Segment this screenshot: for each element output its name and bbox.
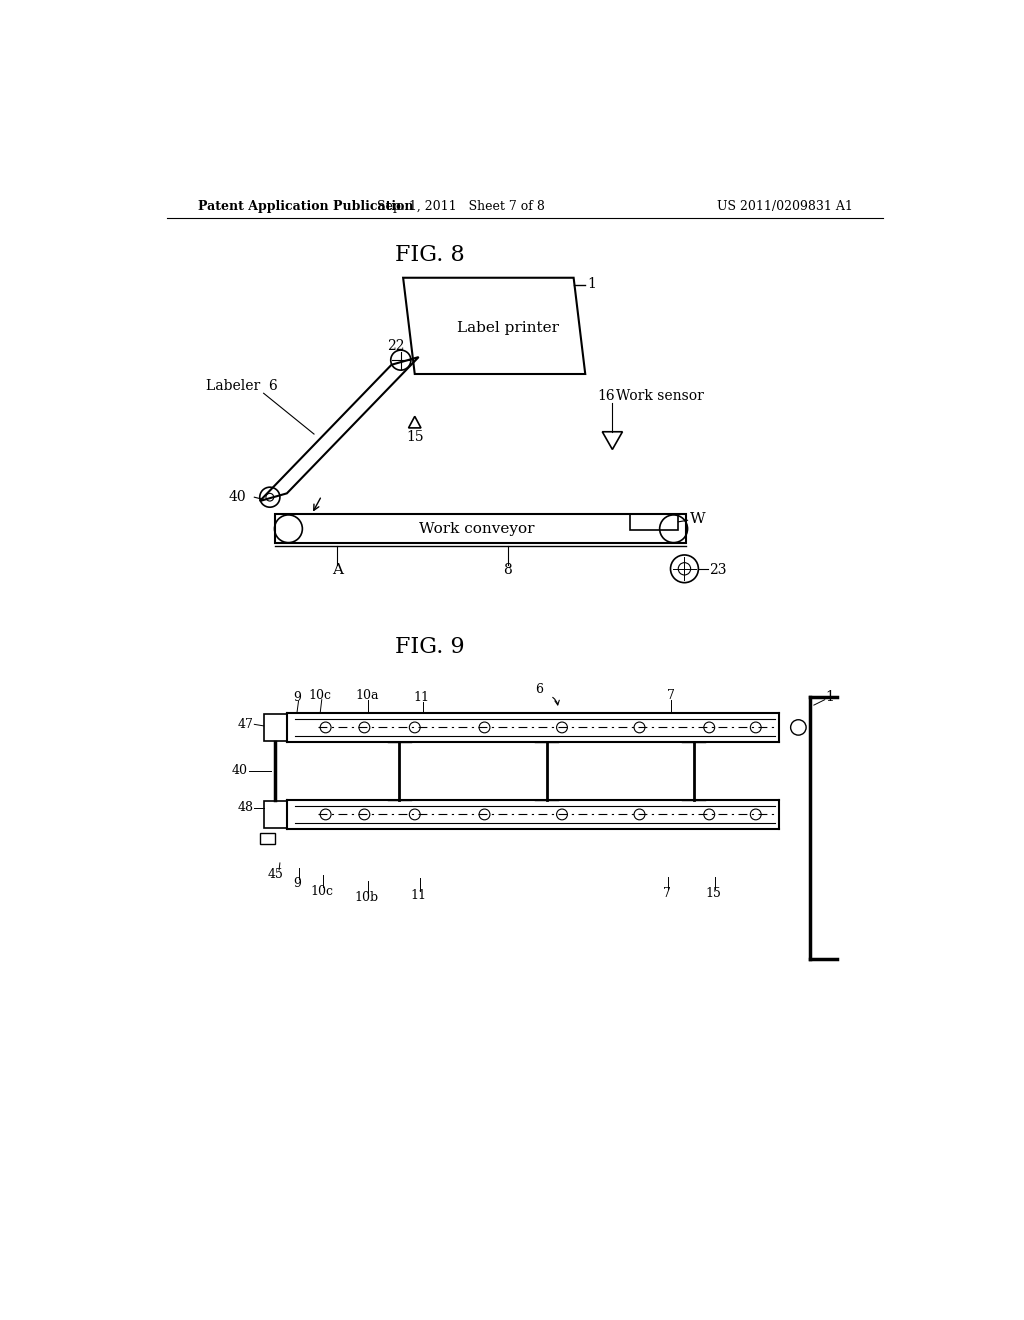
- Text: 22: 22: [387, 338, 404, 352]
- Text: 1: 1: [588, 277, 596, 290]
- Text: 11: 11: [411, 888, 427, 902]
- Text: W: W: [690, 512, 706, 525]
- Text: Label printer: Label printer: [457, 321, 559, 335]
- Text: Labeler  6: Labeler 6: [206, 379, 278, 392]
- Text: 23: 23: [710, 564, 727, 577]
- Text: Patent Application Publication: Patent Application Publication: [198, 199, 414, 213]
- Text: 15: 15: [406, 430, 424, 444]
- Text: 40: 40: [228, 490, 247, 504]
- Text: FIG. 9: FIG. 9: [395, 636, 465, 659]
- Text: 7: 7: [667, 689, 675, 702]
- Text: 10b: 10b: [354, 891, 379, 904]
- Text: Work conveyor: Work conveyor: [419, 521, 535, 536]
- Text: 40: 40: [232, 764, 248, 777]
- Text: FIG. 8: FIG. 8: [395, 244, 465, 265]
- Text: 11: 11: [413, 690, 429, 704]
- Text: 48: 48: [238, 801, 254, 814]
- Text: Work sensor: Work sensor: [616, 388, 705, 403]
- Text: US 2011/0209831 A1: US 2011/0209831 A1: [717, 199, 853, 213]
- Text: 47: 47: [238, 718, 254, 731]
- Text: 6: 6: [535, 684, 543, 696]
- Text: 8: 8: [504, 564, 512, 577]
- Text: 7: 7: [663, 887, 671, 900]
- Text: Sep. 1, 2011   Sheet 7 of 8: Sep. 1, 2011 Sheet 7 of 8: [377, 199, 545, 213]
- Text: 1: 1: [825, 690, 835, 705]
- Text: 9: 9: [293, 690, 301, 704]
- Text: 45: 45: [267, 869, 284, 880]
- Text: 16: 16: [597, 388, 614, 403]
- Text: 10c: 10c: [308, 689, 332, 702]
- Text: 9: 9: [293, 878, 301, 890]
- Text: 15: 15: [706, 887, 721, 900]
- Text: 10a: 10a: [355, 689, 379, 702]
- Text: 10c: 10c: [310, 884, 333, 898]
- Text: A: A: [332, 564, 343, 577]
